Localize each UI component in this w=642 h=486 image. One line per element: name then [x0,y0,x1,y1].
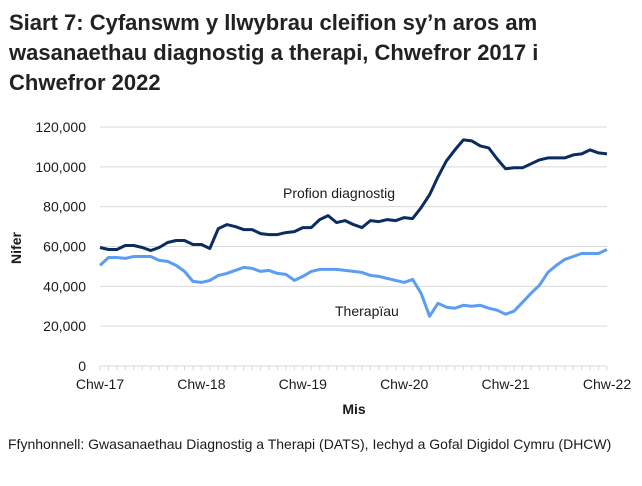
therapi-line-label: Therapïau [335,303,399,319]
diagnostig-line [99,138,608,252]
source-note: Ffynhonnell: Gwasanaethau Diagnostig a T… [8,436,612,452]
series-labels: Profion diagnostig Therapïau [283,185,399,319]
y-tick-label: 100,000 [35,159,86,175]
x-tick-label: Chw-22 [583,376,631,392]
series-lines [98,138,608,318]
x-axis-label: Mis [342,401,366,417]
y-tick-label: 20,000 [43,318,86,334]
y-tick-label: 40,000 [43,278,86,294]
diagnostig-line-label: Profion diagnostig [283,185,395,201]
y-axis-label: Nifer [8,232,24,264]
line-chart: 020,00040,00060,00080,000100,000120,000 … [8,119,631,417]
y-axis-tick-labels: 0 20,000 40,000 60,000 80,000 100,000 120,000 [35,119,86,374]
y-tick-label: 60,000 [43,239,86,255]
x-tick-label: Chw-17 [76,376,124,392]
x-tick-label: Chw-20 [380,376,428,392]
x-tick-label: Chw-19 [279,376,327,392]
x-tick-label: Chw-18 [177,376,225,392]
therapi-line [98,248,608,318]
x-axis-tick-labels: Chw-17 Chw-18 Chw-19 Chw-20 Chw-21 Chw-22 [76,376,631,392]
y-tick-label: 120,000 [35,119,86,135]
y-tick-label: 0 [78,358,86,374]
x-tick-label: Chw-21 [481,376,529,392]
y-tick-label: 80,000 [43,199,86,215]
x-axis-ticks [99,366,608,370]
chart-title: Siart 7: Cyfanswm y llwybrau cleifion sy… [9,10,539,95]
